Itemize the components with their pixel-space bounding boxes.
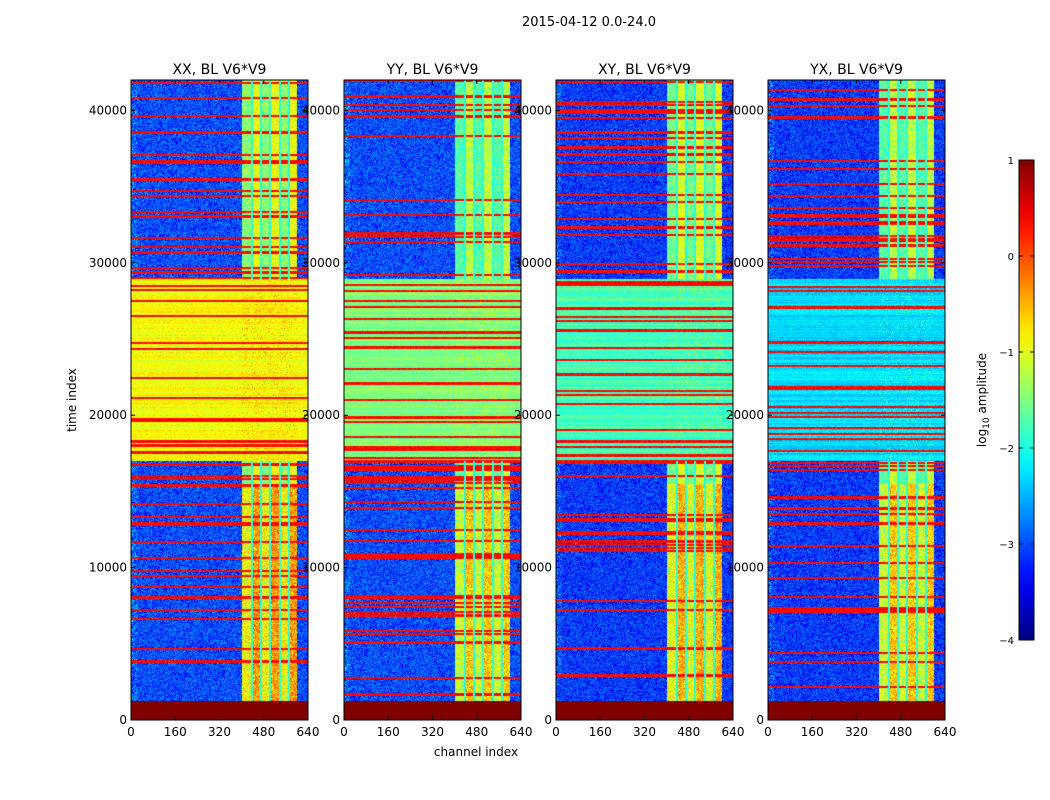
y-tick-label: 0 [544,713,552,727]
y-tick-label: 20000 [726,408,764,422]
x-tick-label: 480 [677,725,700,739]
colorbar-tick-label: −3 [999,540,1014,551]
colorbar-tick-label: −1 [999,348,1014,359]
y-tick-label: 40000 [726,103,764,117]
y-tick-label: 10000 [302,561,340,575]
x-tick-label: 0 [552,725,560,739]
y-tick-label: 20000 [514,408,552,422]
y-tick-label: 40000 [89,103,127,117]
colorbar-tick-label: 0 [1008,252,1014,263]
y-axis-label: time index [65,368,79,432]
colorbar-label: log10 amplitude [975,353,992,447]
x-tick-label: 320 [208,725,231,739]
x-tick-label: 640 [934,725,957,739]
heatmap-panel-xy: XY, BL V6*V9 0 160 320 480 640 0 10000 20000 3000… [514,62,745,739]
x-tick-label: 640 [722,725,745,739]
panel-title: YX, BL V6*V9 [809,62,903,78]
x-tick-label: 640 [297,725,320,739]
y-tick-label: 0 [119,713,127,727]
x-tick-label: 640 [510,725,533,739]
x-tick-label: 0 [764,725,772,739]
x-tick-label: 320 [845,725,868,739]
heatmap-image [344,80,521,720]
y-tick-label: 30000 [514,256,552,270]
heatmap-panels: XX, BL V6*V9 0 160 320 480 640 0 10000 20000 3000… [89,62,957,739]
x-tick-label: 160 [164,725,187,739]
heatmap-panel-xx: XX, BL V6*V9 0 160 320 480 640 0 10000 20000 3000… [89,62,320,739]
x-tick-label: 160 [377,725,400,739]
panel-title: XX, BL V6*V9 [173,62,267,78]
heatmap-image [131,80,308,720]
heatmap-panel-yy: YY, BL V6*V9 0 160 320 480 640 0 10000 20000 3000… [302,62,533,739]
figure-title: 2015-04-12 0.0-24.0 [522,15,656,30]
y-tick-label: 40000 [302,103,340,117]
x-tick-label: 480 [465,725,488,739]
colorbar-tick-label: −4 [999,636,1014,647]
y-tick-label: 0 [756,713,764,727]
y-tick-label: 20000 [89,408,127,422]
x-tick-label: 480 [889,725,912,739]
y-tick-label: 0 [332,713,340,727]
x-tick-label: 320 [421,725,444,739]
heatmap-image [556,80,733,720]
y-tick-label: 30000 [726,256,764,270]
panel-title: YY, BL V6*V9 [386,62,479,78]
colorbar-tick-label: −2 [999,444,1014,455]
x-tick-label: 320 [633,725,656,739]
y-tick-label: 10000 [726,561,764,575]
y-tick-label: 20000 [302,408,340,422]
x-tick-label: 160 [589,725,612,739]
colorbar-gradient [1018,159,1035,641]
x-tick-label: 0 [127,725,135,739]
panel-title: XY, BL V6*V9 [598,62,691,78]
heatmap-panel-yx: YX, BL V6*V9 0 160 320 480 640 0 10000 20000 3000… [726,62,957,739]
y-tick-label: 40000 [514,103,552,117]
x-tick-label: 480 [252,725,275,739]
y-tick-label: 30000 [89,256,127,270]
y-tick-label: 10000 [89,561,127,575]
x-tick-label: 160 [801,725,824,739]
colorbar-tick-label: 1 [1008,156,1014,167]
y-tick-label: 30000 [302,256,340,270]
x-tick-label: 0 [340,725,348,739]
y-tick-label: 10000 [514,561,552,575]
x-axis-label: channel index [434,745,518,759]
colorbar: 1 0 −1 −2 −3 −4 log10 amplitude [975,156,1035,647]
heatmap-image [768,80,945,720]
